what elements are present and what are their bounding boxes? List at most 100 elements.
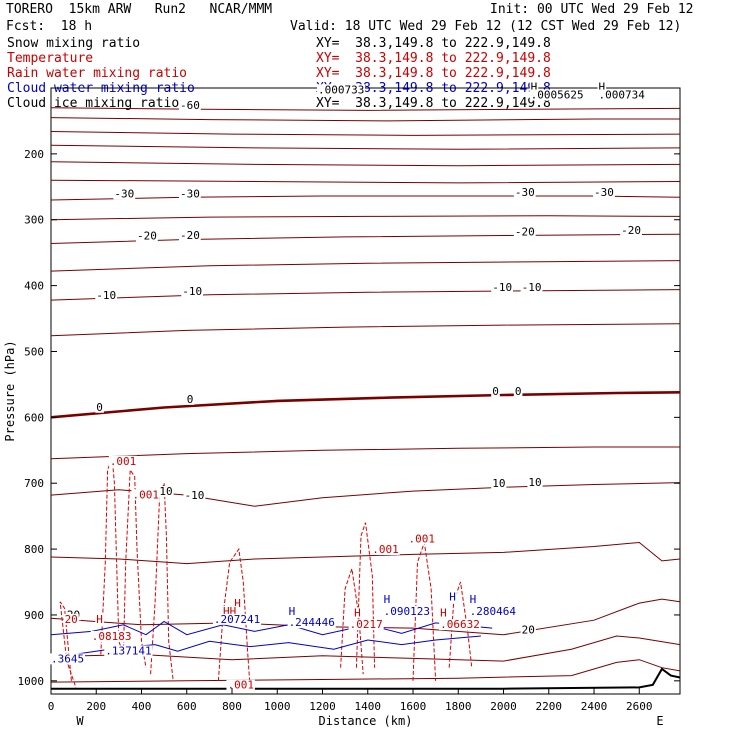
rain-label: H: [354, 606, 361, 619]
cloud-water-label-bg: [50, 653, 85, 665]
temperature-contour: [50, 179, 681, 184]
rain-contour: [355, 522, 376, 668]
rain-label: H: [96, 613, 103, 626]
temperature-contour: [50, 391, 681, 419]
temperature-contour: [50, 107, 681, 111]
temperature-contour: [50, 289, 681, 301]
ice-label-bg: [529, 89, 585, 101]
cloud-water-label: H: [384, 593, 391, 606]
rain-label-bg: [108, 455, 138, 467]
x-tick-label: 2600: [626, 700, 653, 713]
temperature-label: -20: [137, 230, 157, 243]
temperature-label-bg: [113, 188, 136, 200]
temperature-label-bg: [183, 490, 206, 502]
rain-label-bg: [90, 630, 133, 642]
rain-label-bg: [348, 619, 384, 631]
rain-label: H: [234, 597, 241, 610]
rain-contour: [150, 483, 174, 681]
temperature-label-bg: [520, 624, 536, 636]
y-tick-label: 300: [24, 214, 44, 227]
temperature-label: 0: [515, 385, 522, 398]
temperature-label-bg: [95, 289, 118, 301]
legend-xy: XY= 38.3,149.8 to 222.9,149.8: [316, 66, 551, 81]
y-tick-label: 900: [24, 609, 44, 622]
x-tick-label: 1200: [309, 700, 336, 713]
temperature-label-bg: [513, 187, 536, 199]
y-tick-label: 600: [24, 411, 44, 424]
x-tick-label: 200: [86, 700, 106, 713]
x-tick-label: 1600: [400, 700, 427, 713]
y-tick-label: 1000: [18, 675, 45, 688]
x-tick-label: 1000: [264, 700, 291, 713]
temperature-label-bg: [95, 401, 104, 413]
temperature-label: -20: [515, 226, 535, 239]
y-tick-label: 500: [24, 345, 44, 358]
cloud-water-label-bg: [468, 605, 517, 617]
temperature-label-bg: [181, 285, 204, 297]
temperature-label: 0: [187, 393, 194, 406]
x-tick-label: 2000: [490, 700, 517, 713]
temperature-label: 10: [492, 477, 505, 490]
cloud-water-label-bg: [468, 594, 478, 606]
legend-xy: XY= 38.3,149.8 to 222.9,149.8: [316, 36, 551, 51]
temperature-label-bg: [135, 230, 158, 242]
ice-label: H: [599, 81, 606, 94]
cloud-water-label: .280464: [470, 605, 517, 618]
cloud-water-label-bg: [287, 617, 336, 629]
temperature-label: -30: [594, 186, 614, 199]
plot-frame: [50, 87, 681, 695]
rain-label-bg: [439, 619, 481, 631]
rain-label: .0217: [350, 618, 383, 631]
temperature-label-bg: [513, 385, 523, 397]
cloud-water-label-bg: [382, 605, 431, 617]
rain-label-bg: [407, 533, 436, 545]
ice-label-bg: [529, 81, 539, 93]
temperature-label-bg: [178, 188, 201, 200]
temperature-label-bg: [491, 281, 514, 293]
x-tick-label: 600: [177, 700, 197, 713]
east-label: E: [656, 714, 663, 728]
legend-name: Rain water mixing ratio: [7, 66, 188, 81]
rain-label-bg: [226, 679, 255, 691]
rain-label: .001: [110, 455, 136, 468]
temperature-label: -20: [621, 224, 641, 237]
rain-contour: [217, 547, 251, 688]
ice-label: H: [531, 81, 538, 94]
legend-name: Cloud ice mixing ratio: [7, 96, 180, 111]
temperature-label: -30: [114, 187, 134, 200]
valid-time: Valid: 18 UTC Wed 29 Feb 12 (12 CST Wed …: [290, 19, 682, 34]
cloud-water-label-bg: [212, 613, 262, 625]
temperature-label-bg: [520, 281, 543, 293]
temperature-label: 0: [492, 385, 499, 398]
temperature-label: -10: [182, 285, 202, 298]
rain-label-bg: [233, 598, 242, 610]
temperature-label: 0: [96, 401, 103, 414]
temperature-label-bg: [620, 225, 642, 237]
ice-label: .000733: [318, 83, 364, 96]
temperature-label-bg: [593, 187, 615, 199]
x-tick-label: 2400: [581, 700, 608, 713]
rain-label: .08183: [92, 630, 132, 643]
rain-label: .001: [132, 488, 159, 501]
cloud-water-label: .137141: [105, 644, 151, 657]
legend-xy: XY= 38.3,149.8 to 222.9,149.8: [316, 96, 551, 111]
rain-label-bg: [95, 613, 104, 625]
init-time: Init: 00 UTC Wed 29 Feb 12: [490, 2, 694, 17]
temperature-label: -10: [492, 281, 512, 294]
rain-label-bg: [353, 607, 362, 619]
ice-label-bg: [597, 89, 646, 101]
rain-contour: [59, 601, 77, 688]
rain-label: .001: [372, 543, 399, 556]
y-tick-label: 800: [24, 543, 44, 556]
cloud-water-label-bg: [287, 605, 297, 617]
temperature-label: -10: [522, 281, 542, 294]
x-axis-label: Distance (km): [319, 714, 413, 728]
temperature-contour: [50, 117, 680, 122]
temperature-label: -10: [96, 289, 116, 302]
temperature-label: 10: [528, 476, 541, 489]
cloud-water-label-bg: [104, 645, 153, 657]
temperature-label-bg: [513, 226, 536, 238]
rain-label: .001: [227, 679, 254, 692]
temperature-label-bg: [151, 486, 174, 498]
